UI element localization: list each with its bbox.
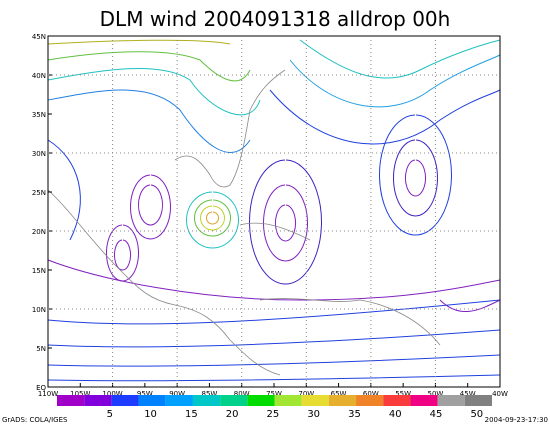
- x-tick-label: 55W: [395, 390, 411, 398]
- x-tick-label: 45W: [460, 390, 476, 398]
- streamlines: [47, 39, 501, 382]
- colorbar-box: [138, 395, 166, 406]
- x-tick-label: 105W: [70, 390, 90, 398]
- colorbar-label: 45: [430, 409, 443, 420]
- x-tick-label: 70W: [298, 390, 314, 398]
- colorbar-box: [220, 395, 248, 406]
- x-tick-label: 40W: [492, 390, 508, 398]
- y-tick-label: EQ: [36, 384, 46, 392]
- colorbar-label: 35: [348, 409, 361, 420]
- colorbar-box: [410, 395, 438, 406]
- y-tick-label: 25N: [32, 189, 46, 197]
- colorbar-label: 20: [226, 409, 239, 420]
- y-tick-label: 30N: [32, 150, 46, 158]
- y-tick-label: 15N: [32, 267, 46, 275]
- colorbar-box: [111, 395, 139, 406]
- colorbar-label: 5: [107, 409, 113, 420]
- footer-left: GrADS: COLA/IGES: [2, 416, 68, 424]
- colorbar-label: 25: [267, 409, 280, 420]
- colorbar-box: [464, 395, 492, 406]
- colorbar-box: [383, 395, 411, 406]
- footer-right: 2004-09-23-17:30: [485, 416, 548, 424]
- map-title: DLM wind 2004091318 alldrop 00h: [100, 7, 451, 31]
- x-tick-label: 110W: [38, 390, 58, 398]
- y-tick-label: 40N: [32, 72, 46, 80]
- y-tick-label: 45N: [32, 33, 46, 41]
- x-tick-label: 90W: [169, 390, 185, 398]
- x-tick-label: 50W: [428, 390, 444, 398]
- x-tick-label: 75W: [266, 390, 282, 398]
- x-tick-label: 80W: [234, 390, 250, 398]
- colorbar-label: 40: [389, 409, 402, 420]
- y-tick-label: 35N: [32, 111, 46, 119]
- colorbar-box: [57, 395, 85, 406]
- colorbar-box: [84, 395, 112, 406]
- colorbar-label: 50: [470, 409, 483, 420]
- coastlines: [47, 69, 441, 376]
- colorbar-box: [192, 395, 221, 406]
- colorbar-box: [247, 395, 275, 406]
- colorbar-box: [328, 395, 357, 406]
- x-tick-label: 65W: [331, 390, 347, 398]
- colorbar-box: [274, 395, 302, 406]
- y-tick-label: 5N: [36, 345, 46, 353]
- colorbar-label: 10: [144, 409, 157, 420]
- colorbar-box: [356, 395, 384, 406]
- colorbar-box: [301, 395, 329, 406]
- colorbar-box: [437, 395, 465, 406]
- x-tick-label: 85W: [202, 390, 218, 398]
- y-tick-label: 20N: [32, 228, 46, 236]
- y-tick-label: 10N: [32, 306, 46, 314]
- colorbar-label: 15: [185, 409, 198, 420]
- x-tick-label: 60W: [363, 390, 379, 398]
- colorbar-box: [165, 395, 193, 406]
- x-tick-label: 100W: [102, 390, 122, 398]
- x-tick-label: 95W: [137, 390, 153, 398]
- colorbar-label: 30: [307, 409, 320, 420]
